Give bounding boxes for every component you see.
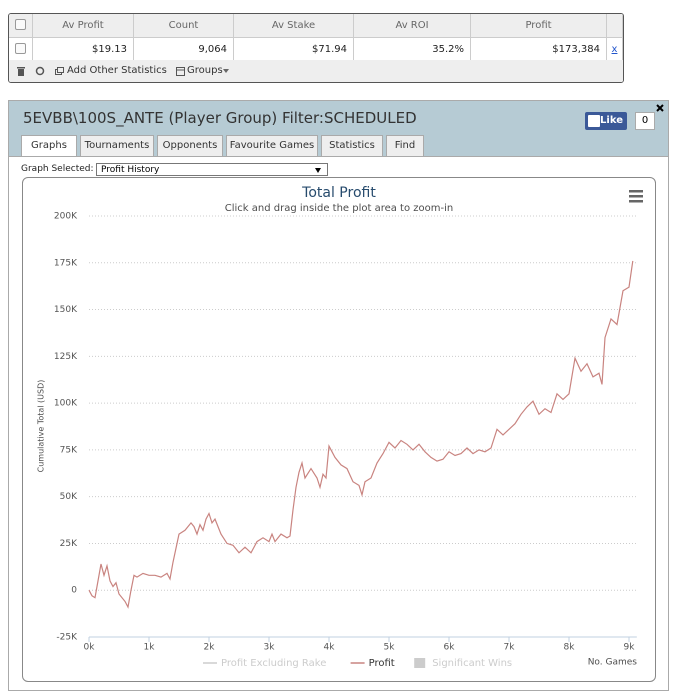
y-axis-label: Cumulative Total (USD) [37, 380, 46, 473]
x-tick-label: 8k [564, 643, 576, 653]
y-tick-label: 175K [54, 258, 78, 268]
tab[interactable]: Tournaments [80, 135, 154, 156]
y-tick-label: 75K [60, 445, 78, 455]
row-select[interactable] [9, 37, 33, 62]
like-text: Like [600, 115, 623, 126]
column-header[interactable]: Profit [470, 14, 607, 38]
chart-box: Total Profit Click and drag inside the p… [22, 177, 656, 682]
add-icon[interactable] [55, 67, 64, 75]
y-tick-label: 50K [60, 492, 78, 502]
add-stats[interactable]: Add Other Statistics [67, 65, 167, 76]
select-all[interactable] [9, 14, 33, 38]
refresh-icon[interactable] [35, 66, 45, 76]
column-header[interactable]: Av Stake [233, 14, 354, 38]
column-header-empty [606, 14, 623, 38]
x-tick-label: 7k [504, 643, 516, 653]
legend-entry: Profit Excluding Rake [221, 658, 326, 669]
column-header[interactable]: Av Profit [32, 14, 134, 38]
legend-entry: Significant Wins [432, 658, 512, 669]
x-tick-label: 9k [624, 643, 636, 653]
x-tick-label: 6k [444, 643, 456, 653]
y-tick-label: -25K [56, 633, 78, 643]
y-tick-label: 0 [71, 586, 77, 596]
y-tick-label: 125K [54, 352, 78, 362]
fb-icon [588, 115, 600, 127]
y-tick-label: 150K [54, 305, 78, 315]
tab-rule [9, 156, 668, 157]
panel-title: 5EVBB\100S_ANTE (Player Group) Filter:SC… [23, 109, 417, 127]
header-row: Av Profit Count Av Stake Av ROI Profit [9, 14, 623, 38]
remove-link[interactable]: x [606, 37, 623, 62]
cell: $173,384 [470, 37, 607, 62]
x-tick-label: 4k [324, 643, 336, 653]
series-line [88, 260, 634, 609]
graph-selected: Profit History [101, 165, 160, 175]
column-header[interactable]: Count [133, 14, 234, 38]
graph-dropdown[interactable]: Profit History [96, 163, 328, 176]
like-count: 0 [635, 112, 655, 130]
close-icon[interactable] [656, 104, 664, 112]
chart: Total Profit Click and drag inside the p… [37, 185, 643, 669]
x-tick-label: 3k [264, 643, 276, 653]
x-axis-label: No. Games [588, 658, 638, 668]
table: Av Profit Count Av Stake Av ROI Profit $19.1… [9, 14, 623, 62]
tab[interactable]: Graphs [21, 135, 77, 157]
x-tick-label: 1k [144, 643, 156, 653]
panel: 5EVBB\100S_ANTE (Player Group) Filter:SC… [8, 100, 669, 691]
toolbar: Add Other Statistics Groups [9, 60, 623, 82]
menu-icon[interactable] [629, 190, 643, 203]
x-tick-label: 2k [204, 643, 216, 653]
groups[interactable]: Groups [187, 65, 223, 76]
like-button[interactable]: Like [585, 112, 627, 130]
groups-icon[interactable] [176, 67, 185, 76]
tab[interactable]: Statistics [321, 135, 383, 156]
trash-icon[interactable] [17, 67, 25, 76]
stats-table: Av Profit Count Av Stake Av ROI Profit $19.1… [8, 13, 624, 83]
cell: 9,064 [133, 37, 234, 62]
graph-select-label: Graph Selected: [21, 164, 94, 174]
cell: $71.94 [233, 37, 354, 62]
x-tick-label: 5k [384, 643, 396, 653]
data-row: $19.13 9,064 $71.94 35.2% $173,384 x [9, 37, 623, 62]
caret [223, 69, 229, 73]
column-header[interactable]: Av ROI [353, 14, 471, 38]
tab[interactable]: Find [386, 135, 424, 156]
legend-entry: Profit [369, 658, 395, 669]
y-tick-label: 200K [54, 212, 78, 222]
y-tick-label: 25K [60, 539, 78, 549]
chart-subtitle: Click and drag inside the plot area to z… [225, 203, 453, 214]
x-tick-label: 0k [84, 643, 96, 653]
cell: $19.13 [32, 37, 134, 62]
tab[interactable]: Favourite Games [226, 135, 318, 156]
tab[interactable]: Opponents [157, 135, 223, 156]
cell: 35.2% [353, 37, 471, 62]
chart-title: Total Profit [301, 185, 376, 201]
legend-symbol [414, 658, 426, 668]
y-tick-label: 100K [54, 399, 78, 409]
